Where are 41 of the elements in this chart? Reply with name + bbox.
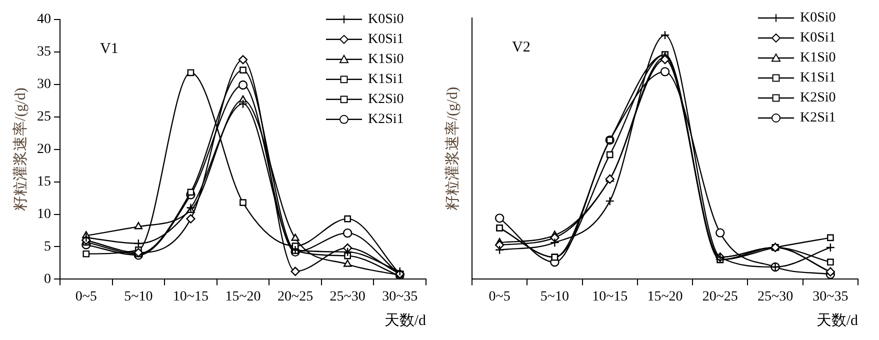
- x-tick-label: 25~30: [330, 289, 366, 304]
- annotation: V1: [100, 40, 118, 57]
- legend-label: K1Si0: [368, 52, 404, 68]
- x-tick-label: 30~35: [382, 289, 418, 304]
- legend-label: K2Si1: [368, 112, 404, 128]
- x-tick-label: 10~15: [592, 289, 628, 304]
- y-tick-label: 20: [37, 142, 51, 157]
- legend-label: K2Si1: [800, 110, 836, 126]
- x-tick-label: 20~25: [702, 289, 738, 304]
- x-tick-label: 15~20: [225, 289, 261, 304]
- x-tick-label: 20~25: [277, 289, 314, 304]
- x-tick-label: 5~10: [124, 289, 153, 304]
- x-tick-label: 0~5: [488, 289, 510, 304]
- x-tick-label: 25~30: [757, 289, 794, 304]
- annotation: V2: [512, 39, 530, 56]
- y-axis-title: 籽粒灌浆速率/(g/d): [12, 88, 29, 211]
- x-tick-label: 10~15: [172, 289, 209, 304]
- y-tick-label: 25: [37, 109, 51, 124]
- legend-label: K2Si0: [800, 90, 836, 106]
- y-tick-label: 30: [37, 77, 51, 92]
- x-axis-title: 天数/d: [816, 312, 858, 329]
- legend-label: K1Si1: [800, 70, 836, 86]
- legend-label: K0Si1: [368, 32, 404, 48]
- x-tick-label: 15~20: [647, 289, 683, 304]
- legend-label: K1Si1: [368, 72, 404, 88]
- y-tick-label: 5: [44, 239, 51, 254]
- y-tick-label: 35: [37, 44, 51, 60]
- y-tick-label: 0: [44, 272, 51, 287]
- legend-label: K0Si0: [368, 12, 404, 28]
- x-tick-label: 5~10: [540, 289, 570, 304]
- legend-label: K0Si1: [800, 30, 836, 46]
- legend-label: K2Si0: [368, 92, 404, 108]
- legend-label: K0Si0: [800, 10, 836, 26]
- x-tick-label: 0~5: [75, 289, 97, 304]
- y-tick-label: 40: [37, 12, 51, 28]
- x-tick-label: 30~35: [812, 289, 848, 304]
- x-axis-title: 天数/d: [384, 312, 426, 329]
- legend-label: K1Si0: [800, 50, 836, 66]
- y-tick-label: 10: [37, 206, 51, 222]
- y-axis-title: 籽粒灌浆速率/(g/d): [444, 86, 461, 210]
- y-tick-label: 15: [37, 174, 51, 190]
